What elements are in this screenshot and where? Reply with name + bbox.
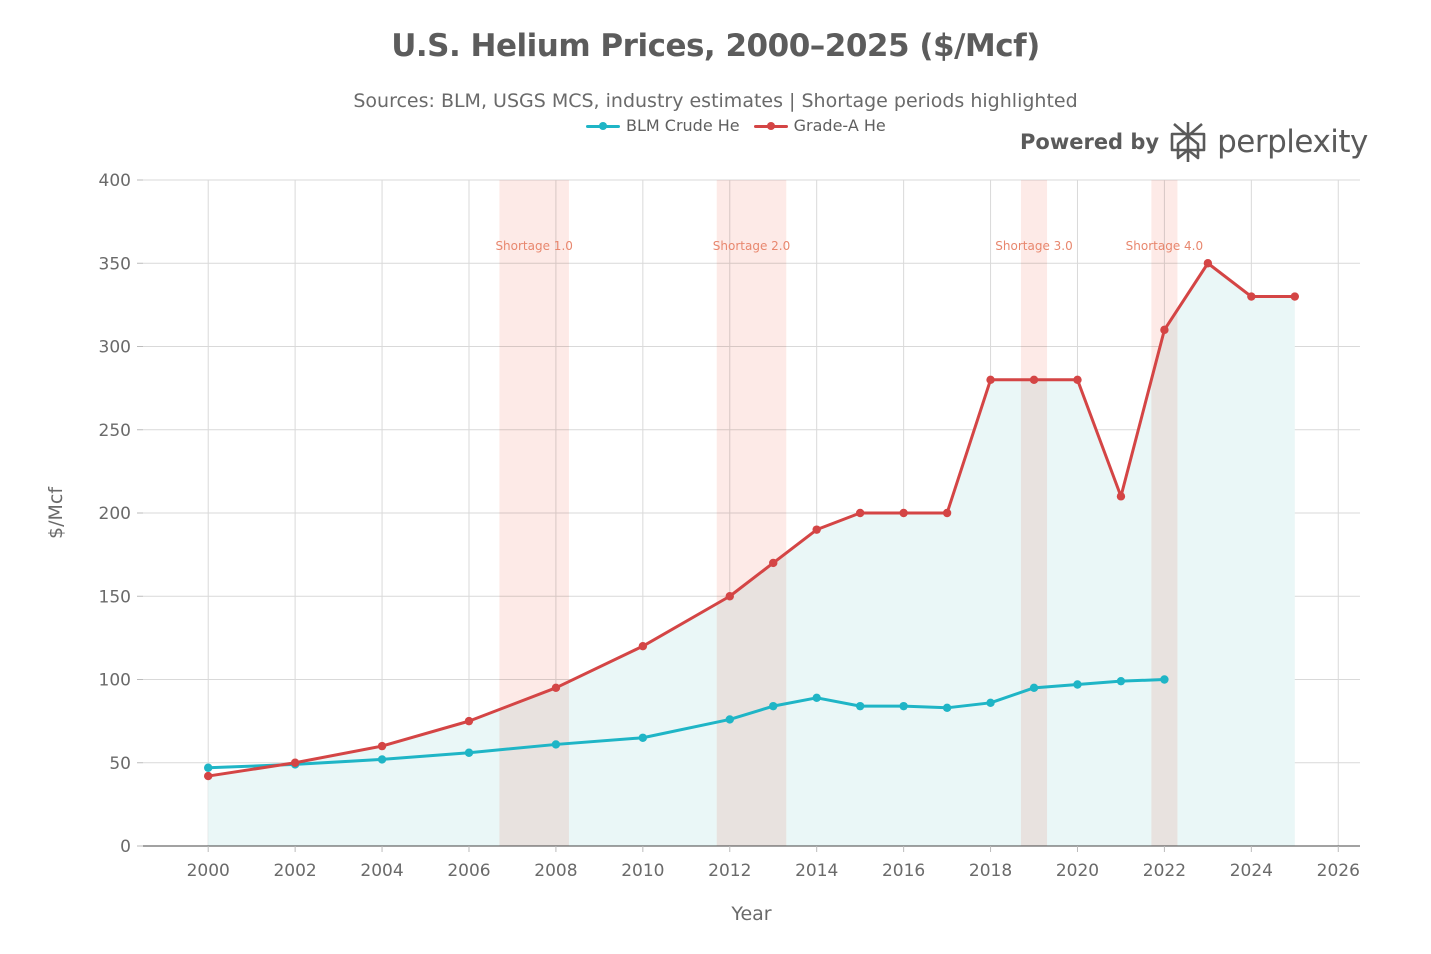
- x-axis-title: Year: [730, 903, 771, 925]
- legend-item-blm-crude[interactable]: BLM Crude He: [586, 116, 740, 135]
- data-point-grade-a: [899, 508, 908, 518]
- x-tick-label: 2006: [447, 861, 490, 881]
- data-point-grade-a: [1116, 492, 1126, 501]
- shortage-label: Shortage 2.0: [713, 239, 790, 253]
- data-point-blm-crude: [855, 701, 865, 711]
- shortage-label: Shortage 3.0: [995, 239, 1072, 253]
- legend-label-blm-crude: BLM Crude He: [626, 116, 740, 135]
- data-point-blm-crude: [899, 701, 908, 711]
- x-tick-label: 2000: [187, 861, 230, 881]
- x-tick-label: 2018: [969, 861, 1012, 881]
- legend-swatch-blm-crude: [586, 120, 620, 132]
- data-point-grade-a: [1029, 375, 1039, 384]
- data-point-grade-a: [855, 508, 865, 518]
- y-axis-title: $/Mcf: [45, 486, 67, 539]
- x-tick-label: 2012: [708, 861, 751, 881]
- data-point-grade-a: [638, 642, 648, 651]
- data-point-grade-a: [1290, 292, 1300, 301]
- data-point-grade-a: [986, 375, 995, 384]
- y-tick-label: 400: [99, 171, 131, 191]
- legend-label-grade-a: Grade-A He: [793, 116, 886, 135]
- chart-subtitle: Sources: BLM, USGS MCS, industry estimat…: [353, 90, 1078, 112]
- series-line-grade-a: [207, 261, 1295, 778]
- shortage-band: [1151, 180, 1178, 846]
- data-point-grade-a: [1073, 375, 1082, 384]
- x-tick-label: 2010: [621, 861, 664, 881]
- data-point-blm-crude: [986, 698, 995, 708]
- data-point-blm-crude: [1160, 675, 1169, 684]
- perplexity-logo-icon: [1170, 122, 1206, 162]
- powered-by-label: Powered by: [1020, 130, 1160, 154]
- chart-title: U.S. Helium Prices, 2000–2025 ($/Mcf): [391, 28, 1040, 64]
- data-point-blm-crude: [1073, 680, 1082, 689]
- x-tick-label: 2024: [1230, 861, 1273, 881]
- data-point-grade-a: [203, 771, 213, 781]
- data-point-blm-crude: [769, 701, 778, 711]
- data-point-blm-crude: [1116, 676, 1126, 686]
- y-tick-label: 0: [120, 837, 131, 857]
- data-point-blm-crude: [203, 763, 213, 772]
- x-tick-label: 2004: [360, 861, 403, 881]
- data-point-grade-a: [464, 716, 474, 726]
- data-point-grade-a: [290, 758, 300, 767]
- data-point-blm-crude: [464, 748, 474, 757]
- data-point-blm-crude: [812, 693, 821, 703]
- perplexity-wordmark: perplexity: [1217, 124, 1368, 160]
- x-tick-label: 2008: [534, 861, 577, 881]
- y-tick-label: 350: [99, 254, 131, 274]
- y-tick-label: 150: [99, 587, 131, 607]
- shortage-band: [716, 180, 787, 846]
- x-tick-label: 2022: [1143, 861, 1186, 881]
- legend-swatch-grade-a: [753, 120, 788, 132]
- data-point-grade-a: [1160, 325, 1169, 335]
- x-tick-label: 2016: [882, 861, 925, 881]
- data-point-blm-crude: [551, 740, 561, 749]
- y-tick-label: 300: [99, 338, 131, 358]
- legend-item-grade-a[interactable]: Grade-A He: [753, 116, 886, 135]
- data-point-grade-a: [1203, 259, 1213, 268]
- data-point-blm-crude: [942, 703, 952, 713]
- data-point-grade-a: [1247, 292, 1256, 301]
- y-tick-label: 250: [99, 421, 131, 441]
- data-point-grade-a: [551, 683, 561, 693]
- x-tick-label: 2020: [1056, 861, 1099, 881]
- powered-by-badge[interactable]: Powered by perplexity: [1020, 120, 1368, 164]
- shortage-band: [499, 180, 569, 846]
- x-tick-label: 2026: [1317, 861, 1360, 881]
- x-tick-label: 2002: [273, 861, 316, 881]
- x-tick-label: 2014: [795, 861, 838, 881]
- data-point-grade-a: [812, 525, 821, 534]
- shortage-label: Shortage 4.0: [1126, 239, 1203, 253]
- data-point-grade-a: [769, 558, 778, 568]
- data-point-grade-a: [725, 592, 734, 601]
- y-tick-label: 100: [99, 671, 131, 691]
- y-tick-label: 200: [99, 504, 131, 524]
- y-tick-label: 50: [109, 754, 131, 774]
- data-point-blm-crude: [377, 755, 387, 764]
- data-point-blm-crude: [725, 715, 734, 724]
- data-point-blm-crude: [638, 733, 648, 742]
- data-point-grade-a: [377, 741, 387, 751]
- chart-legend: BLM Crude He Grade-A He: [586, 116, 886, 135]
- shortage-label: Shortage 1.0: [495, 239, 572, 253]
- data-point-grade-a: [942, 508, 952, 518]
- data-point-blm-crude: [1029, 683, 1039, 693]
- shortage-band: [1020, 180, 1048, 846]
